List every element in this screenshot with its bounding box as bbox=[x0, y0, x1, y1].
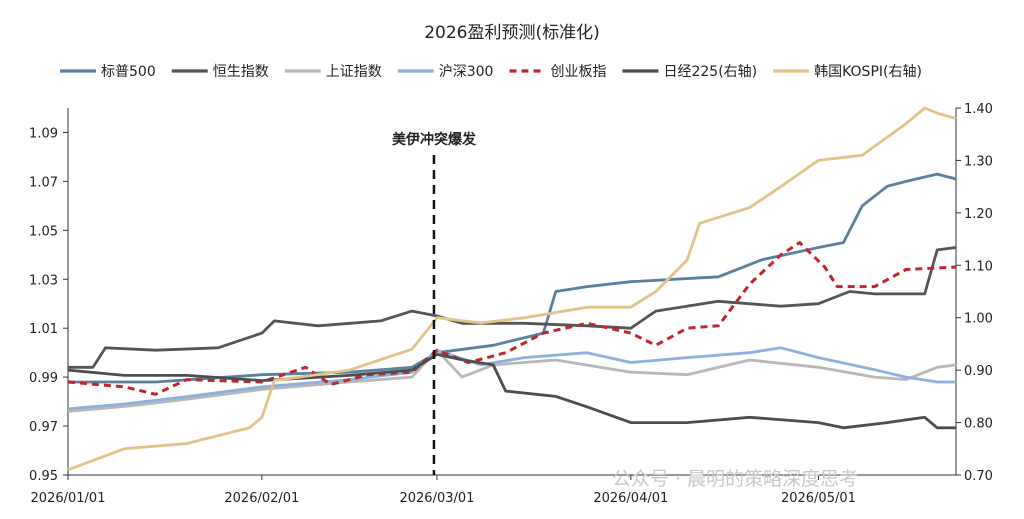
axes: 0.95 0.97 0.99 1.01 1.03 1.05 1.07 1.09 0.70 0.80… bbox=[29, 102, 993, 506]
x-tick-label: 2026/03/01 bbox=[399, 491, 474, 506]
y-right-tick-label: 1.30 bbox=[964, 154, 993, 169]
y-right-tick-label: 0.80 bbox=[964, 417, 993, 432]
y-left-tick-label: 1.01 bbox=[29, 322, 58, 337]
legend-label-4: 创业板指 bbox=[550, 64, 606, 80]
y-right-tick-label: 1.10 bbox=[964, 259, 993, 274]
event-annotation: 美伊冲突爆发 bbox=[392, 131, 477, 475]
legend-label-3: 沪深300 bbox=[439, 64, 494, 80]
legend: 标普500 恒生指数 上证指数 沪深300 创业板指 日经225(右轴) 韩国KOSPI(右… bbox=[60, 64, 922, 80]
legend-label-0: 标普500 bbox=[101, 64, 156, 80]
legend-label-5: 日经225(右轴) bbox=[663, 64, 757, 80]
chart-title: 2026盈利预测(标准化) bbox=[424, 23, 600, 43]
series-line-2 bbox=[67, 348, 957, 413]
x-tick-label: 2026/02/01 bbox=[224, 491, 299, 506]
y-right-tick-label: 1.40 bbox=[964, 102, 993, 117]
plot-area bbox=[67, 106, 957, 472]
series-line-1 bbox=[68, 246, 957, 369]
y-left-tick-label: 1.05 bbox=[29, 224, 58, 239]
legend-label-2: 上证指数 bbox=[326, 64, 382, 80]
y-left-tick-label: 0.99 bbox=[29, 371, 58, 386]
y-left-tick-label: 0.97 bbox=[29, 420, 58, 435]
x-tick-label: 2026/05/01 bbox=[781, 491, 856, 506]
y-left-tick-label: 1.07 bbox=[29, 175, 58, 190]
y-left-tick-label: 1.09 bbox=[29, 126, 58, 141]
annotation-label: 美伊冲突爆发 bbox=[392, 131, 477, 148]
legend-label-1: 恒生指数 bbox=[213, 64, 269, 80]
y-right-tick-label: 1.20 bbox=[964, 207, 993, 222]
x-tick-label: 2026/04/01 bbox=[593, 491, 668, 506]
watermark: 公众号 · 晨明的策略深度思考 bbox=[612, 468, 858, 490]
y-right-tick-label: 1.00 bbox=[964, 312, 993, 327]
series-line-3 bbox=[67, 346, 956, 411]
legend-label-6: 韩国KOSPI(右轴) bbox=[814, 64, 922, 80]
series-line-6 bbox=[67, 106, 957, 472]
y-right-tick-label: 0.90 bbox=[964, 364, 993, 379]
series-line-5 bbox=[67, 353, 956, 430]
y-left-tick-label: 0.95 bbox=[29, 469, 58, 484]
y-right-tick-label: 0.70 bbox=[964, 469, 993, 484]
y-left-tick-label: 1.03 bbox=[29, 273, 58, 288]
x-tick-label: 2026/01/01 bbox=[31, 491, 106, 506]
series-line-0 bbox=[68, 172, 957, 384]
